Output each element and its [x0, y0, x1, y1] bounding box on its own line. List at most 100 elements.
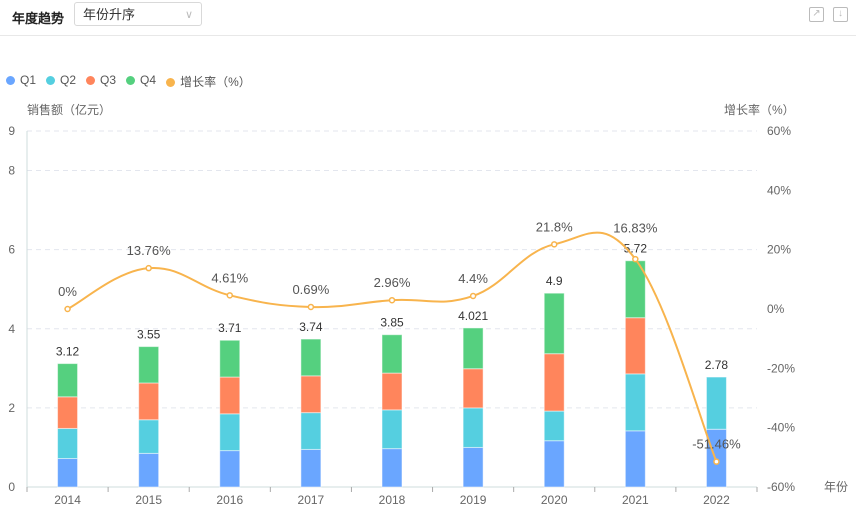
bar-total-label: 3.55 — [137, 328, 161, 342]
x-tick-label: 2020 — [541, 493, 568, 507]
bar-q4 — [462, 327, 484, 370]
bar-q4 — [219, 339, 241, 378]
bar-q1 — [624, 430, 646, 488]
bar-q4 — [57, 363, 79, 398]
bar-q2 — [462, 407, 484, 448]
chevron-down-icon: ∨ — [184, 9, 193, 21]
legend-dot-icon — [166, 78, 176, 87]
growth-label: 0.69% — [292, 282, 329, 297]
growth-label: 21.8% — [536, 219, 573, 234]
growth-label: 4.4% — [458, 271, 488, 286]
bar-total-label: 3.71 — [218, 321, 242, 335]
expand-icon[interactable]: ↗ — [809, 7, 824, 22]
y-tick-label: 8 — [8, 164, 15, 178]
y2-tick-label: -60% — [767, 480, 795, 494]
growth-point — [307, 303, 315, 311]
bar-q3 — [57, 396, 79, 429]
legend-item[interactable]: 增长率（%） — [166, 73, 251, 90]
bar-q2 — [219, 413, 241, 452]
bar-q2 — [300, 412, 322, 450]
bar-q1 — [300, 448, 322, 488]
x-tick-label: 2022 — [703, 493, 730, 507]
y-tick-label: 9 — [8, 124, 15, 138]
bar-q3 — [624, 317, 646, 375]
legend-label: 增长率（%） — [180, 75, 251, 89]
growth-label: 16.83% — [613, 221, 658, 236]
y-tick-label: 0 — [8, 480, 15, 494]
bar-total-label: 3.85 — [380, 316, 404, 330]
legend-dot-icon — [6, 76, 15, 85]
bar-q2 — [543, 410, 565, 442]
x-axis-title: 年份 — [824, 480, 848, 494]
growth-point — [469, 292, 477, 300]
bar-q1 — [543, 440, 565, 488]
x-tick-label: 2018 — [379, 493, 406, 507]
bar-q4 — [543, 292, 565, 355]
y2-tick-label: 60% — [767, 124, 791, 138]
legend-item[interactable]: Q4 — [126, 73, 156, 90]
bar-q1 — [462, 446, 484, 488]
bar-q2 — [624, 373, 646, 432]
legend-label: Q3 — [100, 73, 117, 87]
y2-tick-label: 0% — [767, 302, 785, 316]
bar-total-label: 2.78 — [705, 358, 729, 372]
bar-q2 — [138, 419, 160, 454]
bar-q3 — [300, 375, 322, 414]
legend-item[interactable]: Q1 — [6, 73, 36, 90]
legend-label: Q2 — [60, 73, 77, 87]
growth-label: 2.96% — [374, 275, 411, 290]
x-tick-label: 2015 — [135, 493, 162, 507]
bar-q1 — [381, 448, 403, 488]
legend-label: Q4 — [140, 73, 157, 87]
legend-dot-icon — [46, 76, 56, 85]
bar-q2 — [381, 409, 403, 450]
legend-item[interactable]: Q3 — [86, 73, 116, 90]
y-axis-title: 销售额（亿元） — [27, 102, 111, 117]
x-tick-label: 2019 — [460, 493, 487, 507]
growth-point — [550, 241, 558, 248]
growth-point — [632, 255, 639, 263]
bar-q4 — [300, 338, 322, 377]
y-tick-label: 4 — [8, 322, 15, 336]
bar-q2 — [705, 376, 727, 430]
y-tick-label: 2 — [8, 401, 15, 415]
bar-q3 — [543, 353, 565, 412]
y2-axis-title: 增长率（%） — [724, 102, 795, 117]
y-tick-label: 6 — [8, 243, 15, 257]
y2-tick-label: -20% — [767, 361, 795, 375]
x-tick-label: 2017 — [298, 493, 325, 507]
bar-q2 — [57, 427, 79, 460]
growth-label: 0% — [58, 284, 77, 299]
bar-total-label: 3.74 — [299, 320, 323, 334]
legend: Q1 Q2 Q3 Q4 增长率（%） — [6, 73, 251, 90]
growth-point — [64, 305, 71, 313]
growth-label: 4.61% — [211, 270, 248, 285]
legend-dot-icon — [126, 76, 136, 85]
growth-label: 13.76% — [127, 243, 172, 258]
section-title: 年度趋势 — [12, 11, 65, 26]
growth-point — [145, 264, 152, 272]
x-tick-label: 2014 — [54, 493, 81, 507]
bar-q1 — [219, 450, 241, 488]
legend-item[interactable]: Q2 — [46, 73, 76, 90]
download-icon[interactable]: ↓ — [833, 7, 848, 22]
header: 年度趋势 年份升序 ∨ ↗ ↓ — [0, 0, 856, 36]
bar-q3 — [138, 382, 160, 421]
sort-select[interactable]: 年份升序 ∨ — [74, 2, 202, 26]
bar-q1 — [138, 452, 160, 488]
bar-total-label: 4.9 — [546, 274, 563, 288]
bar-total-label: 4.021 — [458, 309, 488, 323]
bar-q4 — [381, 334, 403, 374]
bar-total-label: 3.12 — [56, 345, 80, 359]
legend-dot-icon — [86, 76, 96, 85]
x-tick-label: 2021 — [622, 493, 649, 507]
sort-select-value: 年份升序 — [83, 7, 136, 22]
y2-tick-label: -40% — [767, 421, 795, 435]
y2-tick-label: 20% — [767, 243, 791, 257]
growth-point — [713, 458, 720, 465]
bar-q1 — [57, 458, 79, 488]
legend-label: Q1 — [20, 73, 37, 87]
bar-q3 — [381, 372, 403, 411]
bar-q4 — [138, 346, 160, 384]
